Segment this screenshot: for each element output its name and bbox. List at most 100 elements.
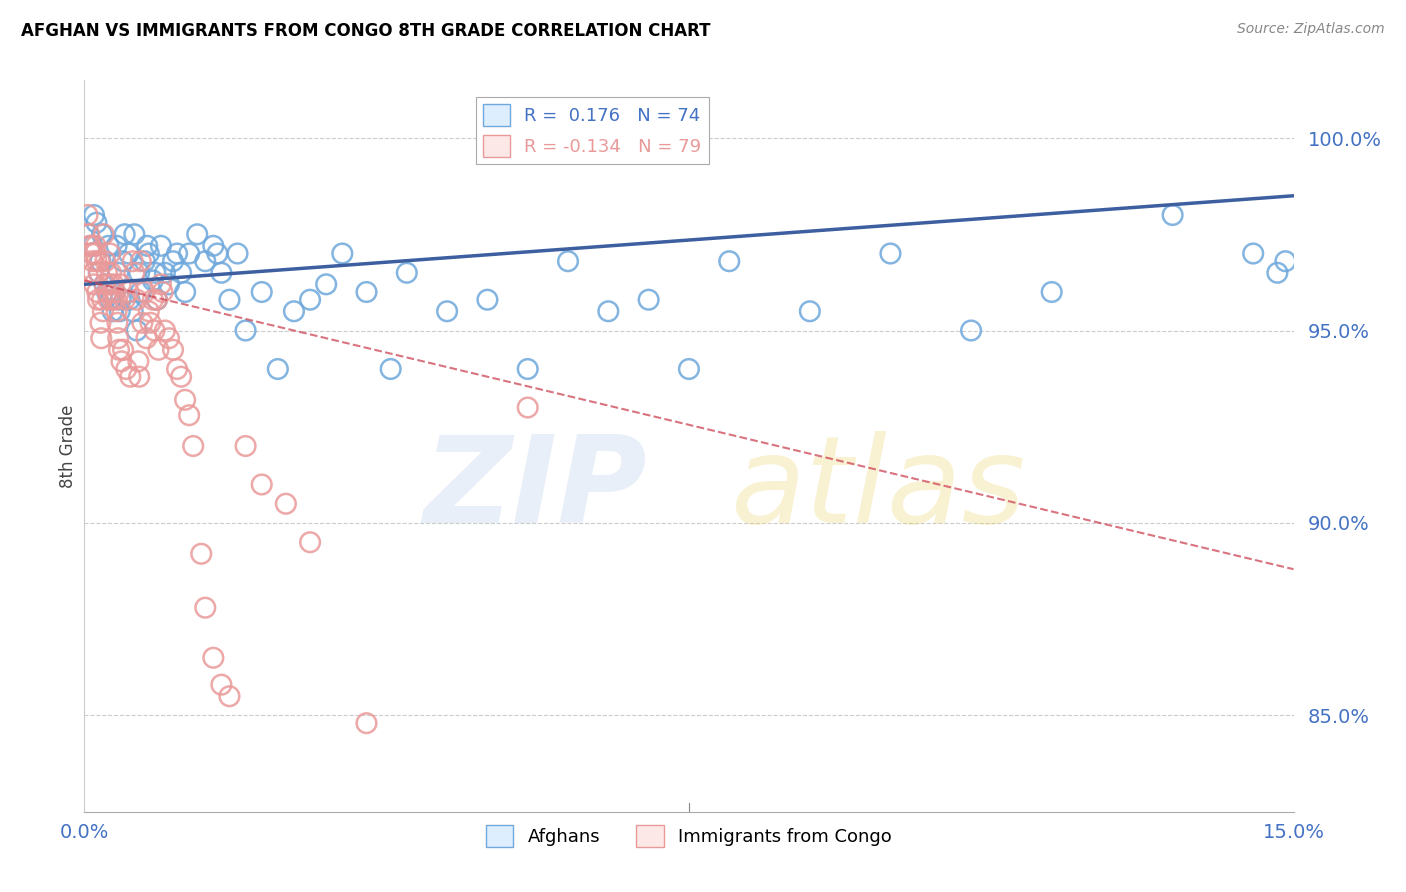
Point <box>143 324 166 338</box>
Point <box>202 650 225 665</box>
Point <box>283 304 305 318</box>
Point <box>299 293 322 307</box>
Point <box>79 239 101 253</box>
Point <box>98 293 121 307</box>
Point <box>598 304 620 318</box>
Point <box>186 227 208 242</box>
Legend: Afghans, Immigrants from Congo: Afghans, Immigrants from Congo <box>479 817 898 854</box>
Point <box>202 239 225 253</box>
Point <box>89 254 111 268</box>
Point <box>153 266 176 280</box>
Point <box>380 362 402 376</box>
Point <box>108 304 131 318</box>
Point <box>98 277 121 292</box>
Point <box>152 285 174 299</box>
Point <box>128 266 150 280</box>
Point <box>112 254 135 268</box>
Point <box>174 392 197 407</box>
Point <box>82 254 104 268</box>
Point <box>135 331 157 345</box>
Point <box>77 227 100 242</box>
Point <box>207 246 229 260</box>
Point <box>149 239 172 253</box>
Point <box>181 439 204 453</box>
Point <box>94 254 117 268</box>
Point <box>138 304 160 318</box>
Point <box>129 254 152 268</box>
Point <box>110 293 132 307</box>
Point <box>114 293 136 307</box>
Point <box>142 293 165 307</box>
Point <box>148 343 170 357</box>
Point <box>100 266 122 280</box>
Point <box>516 401 538 415</box>
Point <box>516 362 538 376</box>
Point <box>80 246 103 260</box>
Point <box>103 277 125 292</box>
Point <box>128 369 150 384</box>
Point <box>114 227 136 242</box>
Point <box>91 304 114 318</box>
Point <box>107 266 129 280</box>
Point <box>118 293 141 307</box>
Point <box>235 439 257 453</box>
Point <box>82 239 104 253</box>
Point <box>105 304 128 318</box>
Point <box>1241 246 1264 260</box>
Point <box>194 254 217 268</box>
Point <box>162 254 184 268</box>
Point <box>82 266 104 280</box>
Point <box>143 266 166 280</box>
Point <box>166 246 188 260</box>
Point <box>100 285 122 299</box>
Point <box>86 254 108 268</box>
Point <box>149 277 172 292</box>
Point <box>190 547 212 561</box>
Point <box>121 254 143 268</box>
Point <box>153 324 176 338</box>
Point <box>115 362 138 376</box>
Point <box>112 343 135 357</box>
Point <box>267 362 290 376</box>
Point <box>77 227 100 242</box>
Text: AFGHAN VS IMMIGRANTS FROM CONGO 8TH GRADE CORRELATION CHART: AFGHAN VS IMMIGRANTS FROM CONGO 8TH GRAD… <box>21 22 710 40</box>
Point <box>118 285 141 299</box>
Point <box>174 285 197 299</box>
Point <box>879 246 901 260</box>
Point <box>166 362 188 376</box>
Point <box>235 324 257 338</box>
Point <box>87 266 110 280</box>
Point <box>395 266 418 280</box>
Point <box>129 285 152 299</box>
Point <box>218 293 240 307</box>
Point <box>110 354 132 368</box>
Point <box>142 273 165 287</box>
Point <box>127 354 149 368</box>
Point <box>108 343 131 357</box>
Point <box>250 477 273 491</box>
Text: Source: ZipAtlas.com: Source: ZipAtlas.com <box>1237 22 1385 37</box>
Point <box>124 266 146 280</box>
Point <box>83 208 105 222</box>
Point <box>170 369 193 384</box>
Point <box>97 285 120 299</box>
Point <box>146 293 169 307</box>
Point <box>960 324 983 338</box>
Point <box>118 246 141 260</box>
Point <box>89 316 111 330</box>
Point <box>97 293 120 307</box>
Point <box>104 285 127 299</box>
Point <box>209 678 232 692</box>
Point <box>477 293 499 307</box>
Point <box>90 331 112 345</box>
Point <box>356 716 378 731</box>
Point <box>250 285 273 299</box>
Point <box>107 331 129 345</box>
Point <box>136 239 159 253</box>
Point <box>84 239 107 253</box>
Point <box>162 343 184 357</box>
Point <box>101 304 124 318</box>
Point <box>557 254 579 268</box>
Point <box>121 304 143 318</box>
Point <box>125 293 148 307</box>
